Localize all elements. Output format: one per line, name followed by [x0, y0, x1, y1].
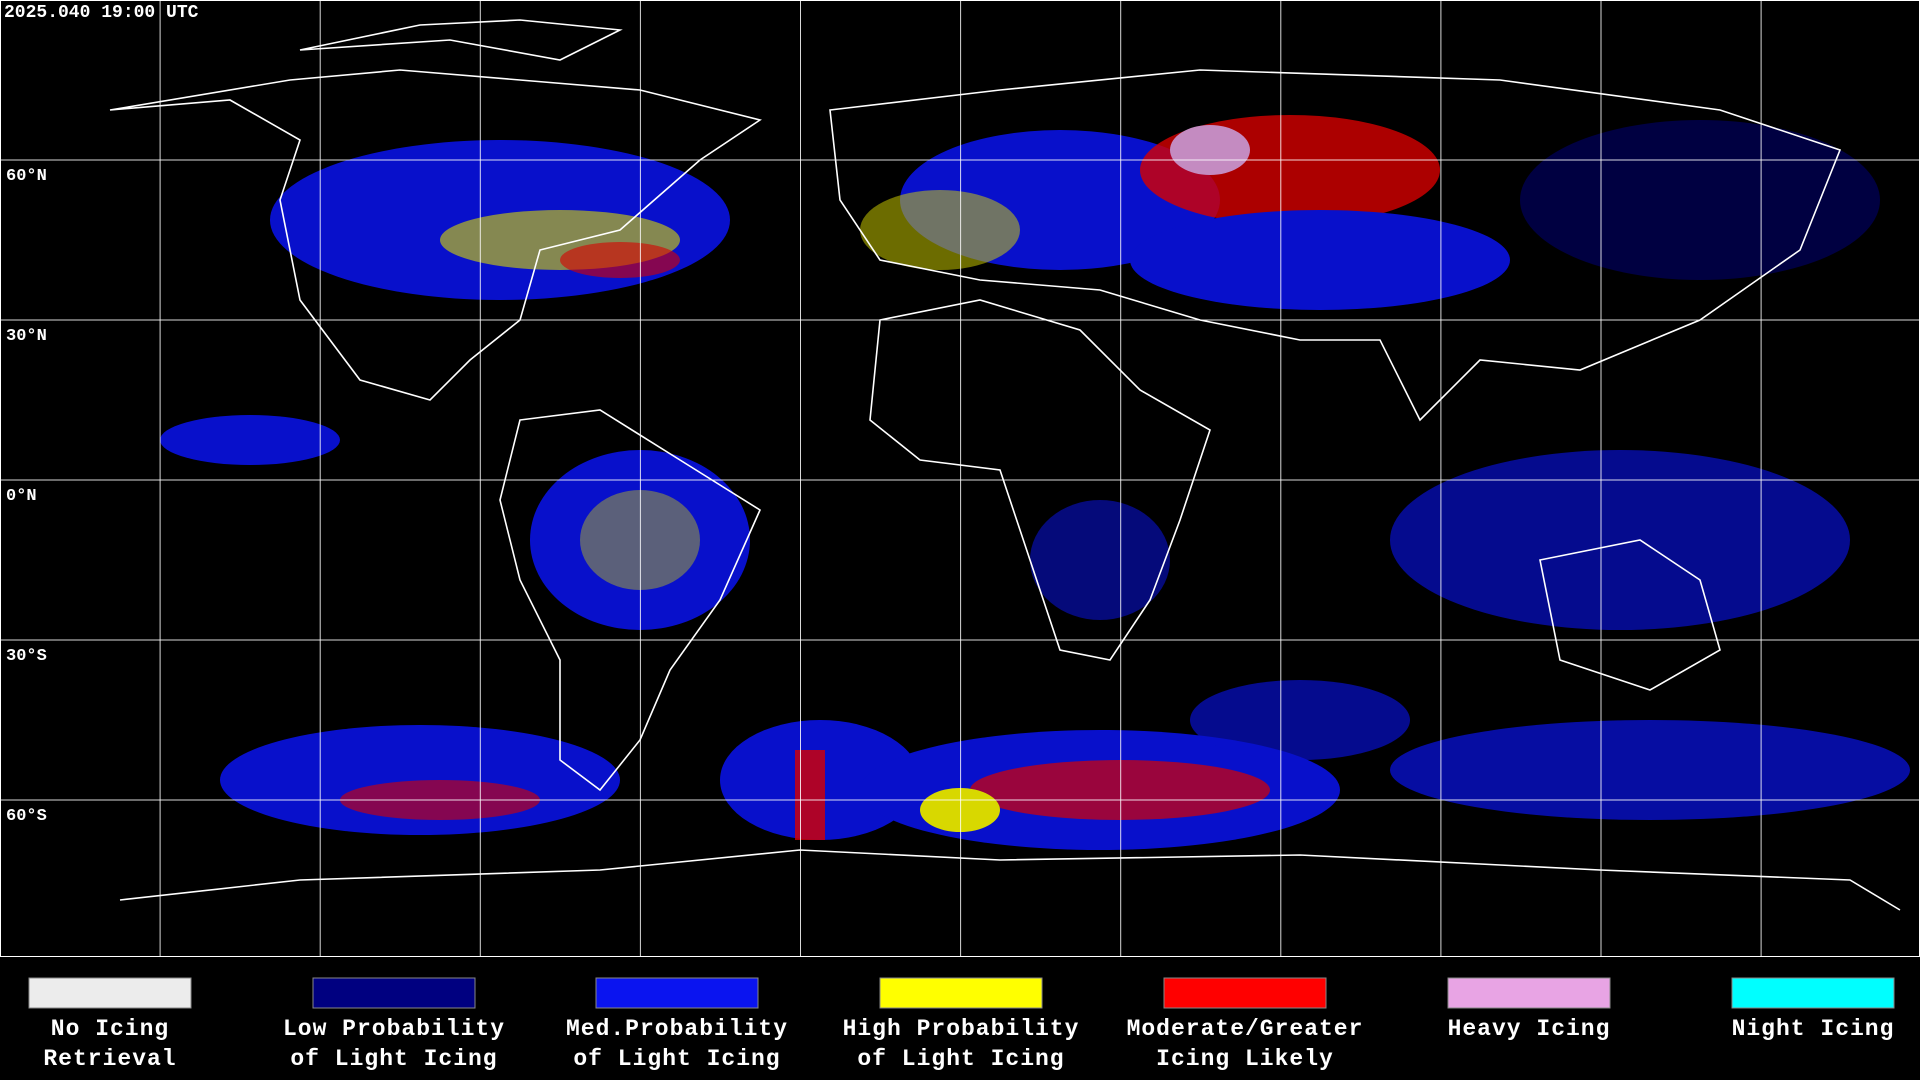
latitude-labels: 60°N 30°N 0°N 30°S 60°S: [6, 167, 47, 826]
legend-item: Heavy Icing: [1447, 977, 1611, 1042]
legend-swatch: [1731, 977, 1895, 1009]
map: [0, 0, 1920, 957]
legend-label: Night Icing: [1732, 1016, 1895, 1042]
legend-swatch: [312, 977, 476, 1009]
legend-swatch: [1447, 977, 1611, 1009]
legend-item: Night Icing: [1731, 977, 1895, 1042]
legend-label: Heavy Icing: [1448, 1016, 1611, 1042]
legend-swatch: [28, 977, 192, 1009]
legend: No Icing Retrieval Low Probability of Light…: [28, 977, 1895, 1072]
legend-label: Retrieval: [43, 1046, 176, 1072]
latitude-label: 60°S: [6, 807, 47, 826]
legend-item: No Icing Retrieval: [28, 977, 192, 1072]
legend-label: Med.Probability: [566, 1016, 788, 1042]
legend-item: Low Probability of Light Icing: [283, 977, 505, 1072]
coastlines: [109, 19, 1901, 911]
graticule: [0, 0, 1920, 957]
legend-swatch: [879, 977, 1043, 1009]
legend-label: Low Probability: [283, 1016, 505, 1042]
latitude-label: 60°N: [6, 167, 47, 186]
latitude-label: 30°S: [6, 647, 47, 666]
legend-label: of Light Icing: [573, 1046, 780, 1072]
legend-label: of Light Icing: [290, 1046, 497, 1072]
legend-swatch: [1163, 977, 1327, 1009]
legend-label: of Light Icing: [857, 1046, 1064, 1072]
legend-label: No Icing: [51, 1016, 169, 1042]
legend-item: High Probability of Light Icing: [843, 977, 1080, 1072]
latitude-label: 0°N: [6, 487, 37, 506]
icing-field: [160, 115, 1910, 850]
legend-item: Med.Probability of Light Icing: [566, 977, 788, 1072]
legend-swatch: [595, 977, 759, 1009]
timestamp: 2025.040 19:00 UTC: [4, 3, 199, 23]
latitude-label: 30°N: [6, 327, 47, 346]
legend-item: Moderate/Greater Icing Likely: [1127, 977, 1364, 1072]
legend-label: High Probability: [843, 1016, 1080, 1042]
legend-label: Moderate/Greater: [1127, 1016, 1364, 1042]
legend-label: Icing Likely: [1156, 1046, 1334, 1072]
